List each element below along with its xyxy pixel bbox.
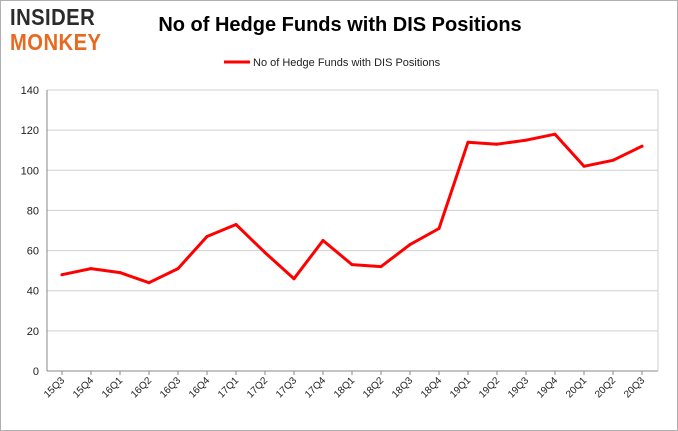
x-tick-label: 17Q1 <box>216 375 241 400</box>
x-tick-label: 20Q3 <box>622 375 647 400</box>
data-point <box>60 273 64 277</box>
data-point <box>292 277 296 281</box>
data-point <box>205 235 209 238</box>
x-tick-label: 16Q1 <box>100 375 125 400</box>
x-tick-label: 16Q2 <box>129 375 154 400</box>
x-tick-label: 19Q4 <box>535 375 560 400</box>
x-tick-label: 20Q1 <box>564 375 589 400</box>
chart-title: No of Hedge Funds with DIS Positions <box>158 14 522 36</box>
y-tick-label: 140 <box>21 85 39 97</box>
data-point <box>437 227 441 230</box>
y-tick-label: 100 <box>21 165 39 177</box>
x-tick-label: 15Q4 <box>71 375 96 400</box>
x-tick-labels: 15Q3 15Q4 16Q1 16Q2 16Q3 16Q4 17Q1 17Q2 17Q3 17Q4… <box>42 375 647 400</box>
y-tick-label: 0 <box>33 366 39 378</box>
x-tick-label: 18Q4 <box>419 375 444 400</box>
y-tick-labels: 0 20 40 60 80 100 120 140 <box>21 85 39 378</box>
y-tick-label: 80 <box>27 205 39 217</box>
series-line <box>60 132 644 285</box>
data-point <box>321 239 325 242</box>
x-tick-label: 18Q2 <box>361 375 386 400</box>
x-tick-label: 16Q3 <box>158 375 183 400</box>
data-point <box>118 271 122 275</box>
data-point <box>263 251 267 255</box>
y-tick-label: 40 <box>27 286 39 298</box>
data-point <box>466 140 470 144</box>
chart-legend: No of Hedge Funds with DIS Positions <box>224 57 441 69</box>
x-tick-label: 17Q2 <box>245 375 270 400</box>
data-point <box>379 265 383 269</box>
data-point <box>611 158 615 162</box>
x-tick-label: 15Q3 <box>42 375 67 400</box>
data-point <box>582 164 586 168</box>
y-tick-label: 120 <box>21 125 39 137</box>
x-tick-label: 19Q3 <box>506 375 531 400</box>
x-tick-label: 19Q1 <box>448 375 473 400</box>
x-tick-label: 16Q4 <box>187 375 212 400</box>
y-tick-label: 20 <box>27 326 39 338</box>
data-point <box>234 223 238 226</box>
data-point <box>524 138 528 142</box>
data-point <box>350 263 354 267</box>
data-point <box>495 142 499 146</box>
logo-line-2: MONKEY <box>10 29 102 55</box>
x-tick-label: 18Q1 <box>332 375 357 400</box>
grid-lines <box>47 89 658 332</box>
logo-line-1: INSIDER <box>10 4 96 30</box>
x-tick-label: 19Q2 <box>477 375 502 400</box>
insider-monkey-logo: INSIDER MONKEY <box>10 6 130 56</box>
data-point <box>553 132 557 136</box>
axes <box>46 90 659 375</box>
x-tick-label: 20Q2 <box>593 375 618 400</box>
data-point <box>147 281 151 285</box>
x-tick-label: 18Q3 <box>390 375 415 400</box>
data-point <box>640 144 644 148</box>
legend-label: No of Hedge Funds with DIS Positions <box>253 57 441 69</box>
series-group <box>60 132 644 285</box>
x-tick-label: 17Q3 <box>274 375 299 400</box>
data-point <box>89 267 93 271</box>
x-tick-label: 17Q4 <box>303 375 328 400</box>
data-point <box>408 243 412 247</box>
data-point <box>176 267 180 271</box>
y-tick-label: 60 <box>27 246 39 258</box>
